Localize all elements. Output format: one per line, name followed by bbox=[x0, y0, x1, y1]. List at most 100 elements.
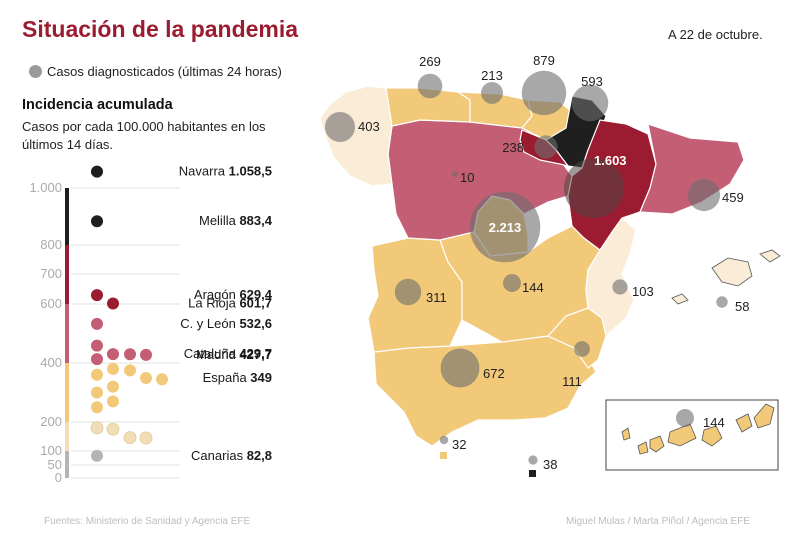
chart-scale-band bbox=[65, 245, 69, 304]
page-title: Situación de la pandemia bbox=[22, 16, 299, 42]
case-label-castilla-leon: 10 bbox=[460, 170, 474, 185]
chart-tick-label: 800 bbox=[40, 237, 62, 252]
case-bubble-ceuta bbox=[439, 435, 449, 445]
chart-point bbox=[91, 353, 103, 366]
case-label-ceuta: 32 bbox=[452, 437, 466, 452]
case-label-cataluna: 459 bbox=[722, 190, 744, 205]
region-melilla bbox=[529, 470, 536, 477]
case-bubble-castilla-leon bbox=[452, 171, 458, 177]
chart-value-label: Canarias 82,8 bbox=[191, 448, 272, 463]
chart-value-label: C. y León 532,6 bbox=[180, 316, 272, 331]
case-bubble-galicia bbox=[324, 111, 356, 143]
region-ceuta bbox=[440, 452, 447, 459]
region-baleares bbox=[671, 249, 781, 305]
case-bubble-madrid bbox=[469, 191, 541, 263]
case-bubble-baleares bbox=[716, 296, 728, 308]
case-bubble-andalucia bbox=[440, 348, 480, 388]
chart-value-label: Cataluña 429,7 bbox=[184, 346, 272, 361]
chart-value-label: España 349 bbox=[203, 370, 272, 385]
case-bubble-murcia bbox=[574, 341, 590, 357]
chart-point bbox=[107, 380, 119, 393]
case-label-extremadura: 311 bbox=[426, 290, 447, 305]
case-label-madrid: 2.213 bbox=[489, 220, 522, 235]
chart-value-label: La Rioja 601,7 bbox=[188, 295, 272, 310]
region-galicia bbox=[319, 85, 393, 187]
case-label-navarra: 593 bbox=[581, 74, 603, 89]
chart-tick-label: 1.000 bbox=[29, 180, 62, 195]
case-bubble-asturias bbox=[417, 73, 443, 99]
case-label-castilla-la-mancha: 144 bbox=[522, 280, 544, 295]
case-label-canarias: 144 bbox=[703, 415, 725, 430]
chart-scale-band bbox=[65, 188, 69, 245]
chart-scale-band bbox=[65, 363, 69, 422]
case-bubble-aragon bbox=[563, 157, 625, 219]
case-bubble-navarra bbox=[571, 84, 609, 122]
chart-point bbox=[91, 401, 103, 414]
chart-value-labels: Navarra 1.058,5 Melilla 883,4 Aragón 629,4… bbox=[179, 164, 273, 463]
chart-tick-label: 0 bbox=[55, 470, 62, 485]
legend-circle-icon bbox=[29, 65, 42, 78]
incidence-title: Incidencia acumulada bbox=[22, 97, 173, 113]
chart-tick-label: 50 bbox=[48, 457, 62, 472]
chart-point bbox=[91, 215, 103, 228]
chart-scale-band bbox=[65, 451, 69, 478]
region-valencia bbox=[585, 217, 637, 338]
case-label-cantabria: 213 bbox=[481, 68, 503, 83]
case-label-pais-vasco: 879 bbox=[533, 53, 555, 68]
chart-point bbox=[91, 449, 103, 462]
chart-point bbox=[107, 297, 119, 310]
chart-point bbox=[107, 348, 119, 361]
chart-value-label: Madrid 427,7 bbox=[196, 347, 272, 362]
chart-point bbox=[90, 421, 104, 435]
chart-point bbox=[107, 362, 119, 375]
chart-point bbox=[91, 368, 103, 381]
chart-point bbox=[140, 348, 152, 361]
case-label-andalucia: 672 bbox=[483, 366, 505, 381]
chart-value-label: Aragón 629,4 bbox=[194, 287, 273, 302]
case-labels: 403 269 213 879 593 238 10 1.603 459 2.213 311 144 1… bbox=[358, 53, 749, 472]
chart-tick-label: 200 bbox=[40, 414, 62, 429]
legend-label: Casos diagnosticados (últimas 24 horas) bbox=[47, 64, 282, 79]
chart-guides bbox=[71, 187, 180, 479]
chart-scale-band bbox=[65, 304, 69, 363]
chart-point bbox=[156, 373, 168, 386]
case-label-valencia: 103 bbox=[632, 284, 654, 299]
chart-point bbox=[91, 386, 103, 399]
chart-point bbox=[107, 395, 119, 408]
case-label-baleares: 58 bbox=[735, 299, 749, 314]
case-label-murcia: 111 bbox=[562, 374, 582, 389]
chart-points bbox=[90, 165, 168, 462]
case-bubble-melilla bbox=[528, 455, 538, 465]
chart-tick-label: 600 bbox=[40, 296, 62, 311]
incidence-subtitle: Casos por cada 100.000 habitantes en los… bbox=[22, 119, 266, 152]
case-bubble-cantabria bbox=[481, 82, 503, 104]
case-bubble-la-rioja bbox=[534, 135, 558, 159]
chart-point bbox=[106, 422, 120, 436]
case-label-la-rioja: 238 bbox=[502, 140, 524, 155]
chart-scale-band bbox=[65, 422, 69, 451]
chart-point bbox=[91, 317, 103, 330]
chart-point bbox=[91, 339, 103, 352]
case-label-melilla: 38 bbox=[543, 457, 557, 472]
chart-point bbox=[123, 431, 137, 445]
case-bubble-extremadura bbox=[394, 278, 422, 306]
case-bubble-cataluna bbox=[687, 178, 721, 212]
chart-tick-label: 400 bbox=[40, 355, 62, 370]
chart-value-label: Navarra 1.058,5 bbox=[179, 164, 272, 179]
chart-scale-bar bbox=[65, 188, 69, 478]
credit-note: Miguel Mulas / Marta Piñol / Agencia EFE bbox=[566, 516, 750, 527]
case-label-galicia: 403 bbox=[358, 119, 380, 134]
chart-point bbox=[91, 165, 103, 178]
case-label-aragon: 1.603 bbox=[594, 153, 627, 168]
date-label: A 22 de octubre. bbox=[668, 27, 763, 42]
source-note: Fuentes: Ministerio de Sanidad y Agencia… bbox=[44, 516, 251, 527]
case-bubble-castilla-la-mancha bbox=[503, 274, 521, 292]
case-bubble-pais-vasco bbox=[521, 70, 567, 116]
chart-value-label: Melilla 883,4 bbox=[199, 213, 273, 228]
canarias-inset bbox=[605, 399, 779, 471]
chart-tick-label: 100 bbox=[40, 443, 62, 458]
chart-point bbox=[91, 289, 103, 302]
